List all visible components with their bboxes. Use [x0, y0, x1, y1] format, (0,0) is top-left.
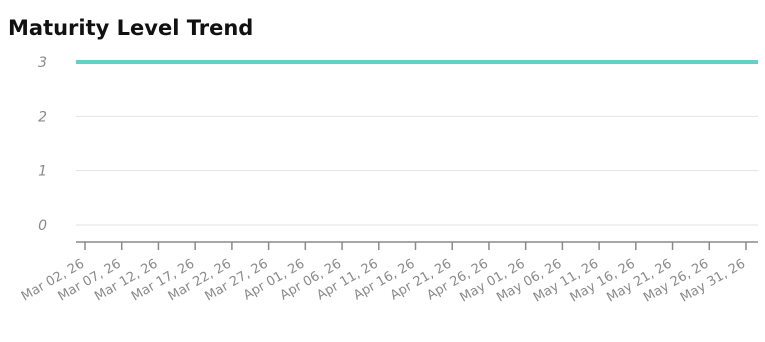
chart-title: Maturity Level Trend — [8, 16, 254, 40]
y-tick-label: 2 — [38, 109, 47, 125]
gridlines — [76, 115, 758, 226]
y-tick-label: 3 — [38, 55, 47, 71]
y-tick-label: 1 — [38, 164, 47, 180]
y-axis-ticks: 0 1 2 3 — [38, 55, 47, 234]
y-tick-label: 0 — [38, 218, 47, 234]
